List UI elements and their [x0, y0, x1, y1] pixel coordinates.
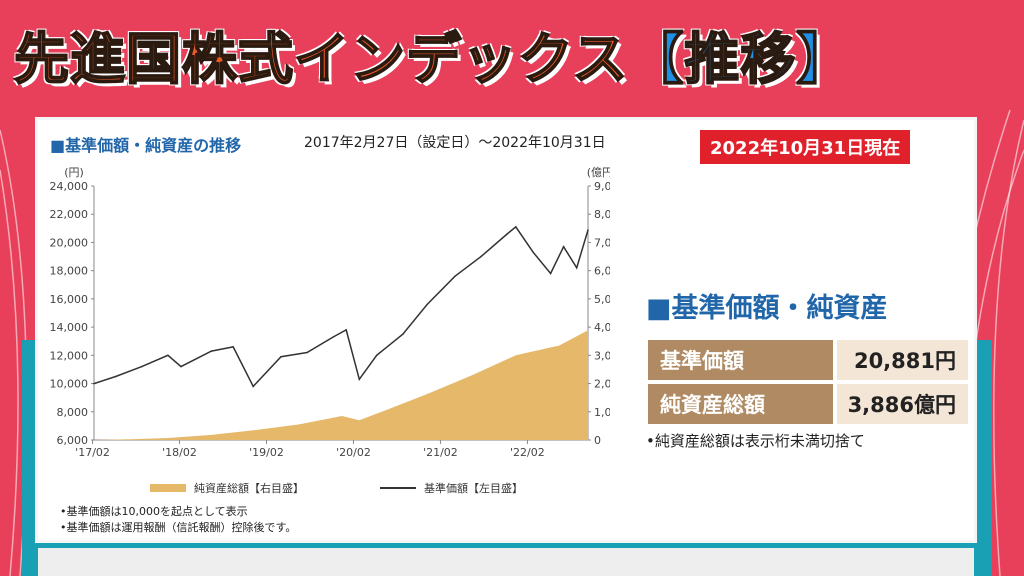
nav-point [506, 233, 508, 235]
legend-nav: 基準価額【左目盛】 [380, 480, 523, 496]
left-tick-label: 16,000 [50, 293, 88, 306]
left-tick-label: 20,000 [50, 236, 88, 249]
legend-assets: 純資産総額【右目盛】 [150, 480, 304, 496]
right-tick-label: 8,000 [594, 208, 610, 221]
summary-row: 純資産総額 3,886億円 [648, 384, 968, 424]
headline-main: 先進国株式インデックス [13, 26, 629, 92]
assets-area [94, 330, 588, 440]
chart-title: ■基準価額・純資産の推移 [50, 136, 242, 155]
x-tick-label: '22/02 [510, 446, 545, 459]
chart-note: •基準価額は運用報酬（信託報酬）控除後です。 [60, 521, 297, 534]
nav-point [210, 350, 213, 352]
right-tick-label: 5,000 [594, 293, 610, 306]
summary-title: ■基準価額・純資産 [646, 293, 888, 324]
nav-point [549, 272, 552, 275]
x-tick-label: '18/02 [162, 446, 197, 459]
x-tick-label: '17/02 [75, 446, 110, 459]
left-tick-label: 6,000 [57, 434, 89, 447]
nav-point [375, 354, 378, 357]
right-tick-label: 6,000 [594, 265, 610, 278]
summary-table: 基準価額 20,881円 純資産総額 3,886億円 [644, 336, 972, 428]
nav-point [426, 303, 428, 306]
summary-label: 基準価額 [648, 340, 833, 380]
left-tick-label: 8,000 [57, 406, 89, 419]
nav-point [515, 226, 517, 228]
nav-point [358, 378, 361, 381]
left-tick-label: 12,000 [50, 349, 88, 362]
chart-notes: •基準価額は10,000を起点として表示 •基準価額は運用報酬（信託報酬）控除後… [60, 504, 296, 536]
summary-value: 20,881円 [837, 340, 968, 380]
left-axis-unit: (円) [64, 166, 84, 179]
summary-label: 純資産総額 [648, 384, 833, 424]
nav-point [180, 365, 182, 368]
x-tick-label: '20/02 [336, 446, 371, 459]
headline: 先進国株式インデックス【推移】 [13, 18, 1014, 100]
right-axis-unit: (億円) [587, 166, 610, 179]
nav-point [332, 336, 335, 338]
nav-point [454, 275, 456, 278]
right-tick-label: 1,000 [594, 406, 610, 419]
summary-note: •純資産総額は表示桁未満切捨て [646, 432, 865, 450]
x-tick-label: '19/02 [249, 446, 284, 459]
left-tick-label: 24,000 [50, 180, 88, 193]
legend-assets-label: 純資産総額【右目盛】 [194, 482, 304, 495]
nav-point [141, 365, 143, 368]
nav-point [93, 382, 95, 385]
as-of-date-badge: 2022年10月31日現在 [700, 130, 911, 164]
legend-nav-swatch [380, 487, 416, 489]
right-tick-label: 7,000 [594, 236, 610, 249]
right-tick-label: 2,000 [594, 378, 610, 391]
nav-point [575, 267, 578, 269]
headline-bracketed: 【推移】 [627, 26, 853, 92]
legend-nav-label: 基準価額【左目盛】 [424, 482, 523, 495]
nav-point [252, 385, 254, 388]
nav-point [345, 329, 348, 331]
right-tick-label: 9,000 [594, 180, 610, 193]
right-tick-label: 4,000 [594, 321, 610, 334]
summary-value: 3,886億円 [837, 384, 968, 424]
chart-date-range: 2017年2月27日（設定日）〜2022年10月31日 [304, 135, 606, 151]
right-tick-label: 0 [594, 434, 601, 447]
nav-point [167, 354, 169, 357]
bottom-strip [38, 548, 974, 576]
nav-point [280, 355, 282, 358]
summary-row: 基準価額 20,881円 [648, 340, 968, 380]
legend-assets-swatch [150, 484, 186, 492]
left-tick-label: 14,000 [50, 321, 88, 334]
nav-point [232, 346, 234, 348]
chart-note: •基準価額は10,000を起点として表示 [60, 505, 248, 518]
nav-point [532, 251, 534, 254]
left-tick-label: 22,000 [50, 208, 88, 221]
nav-point [306, 351, 308, 354]
right-tick-label: 3,000 [594, 349, 610, 362]
nav-point [114, 375, 117, 378]
nav-point [402, 333, 404, 335]
nav-point [587, 229, 589, 231]
nav-assets-chart: 6,000 8,000 10,000 12,000 14,000 16,000 18,000… [50, 166, 610, 459]
chart-panel [38, 120, 974, 540]
nav-point [480, 255, 482, 258]
left-tick-label: 18,000 [50, 265, 88, 278]
left-tick-label: 10,000 [50, 378, 88, 391]
nav-point [562, 245, 565, 248]
x-tick-label: '21/02 [423, 446, 458, 459]
